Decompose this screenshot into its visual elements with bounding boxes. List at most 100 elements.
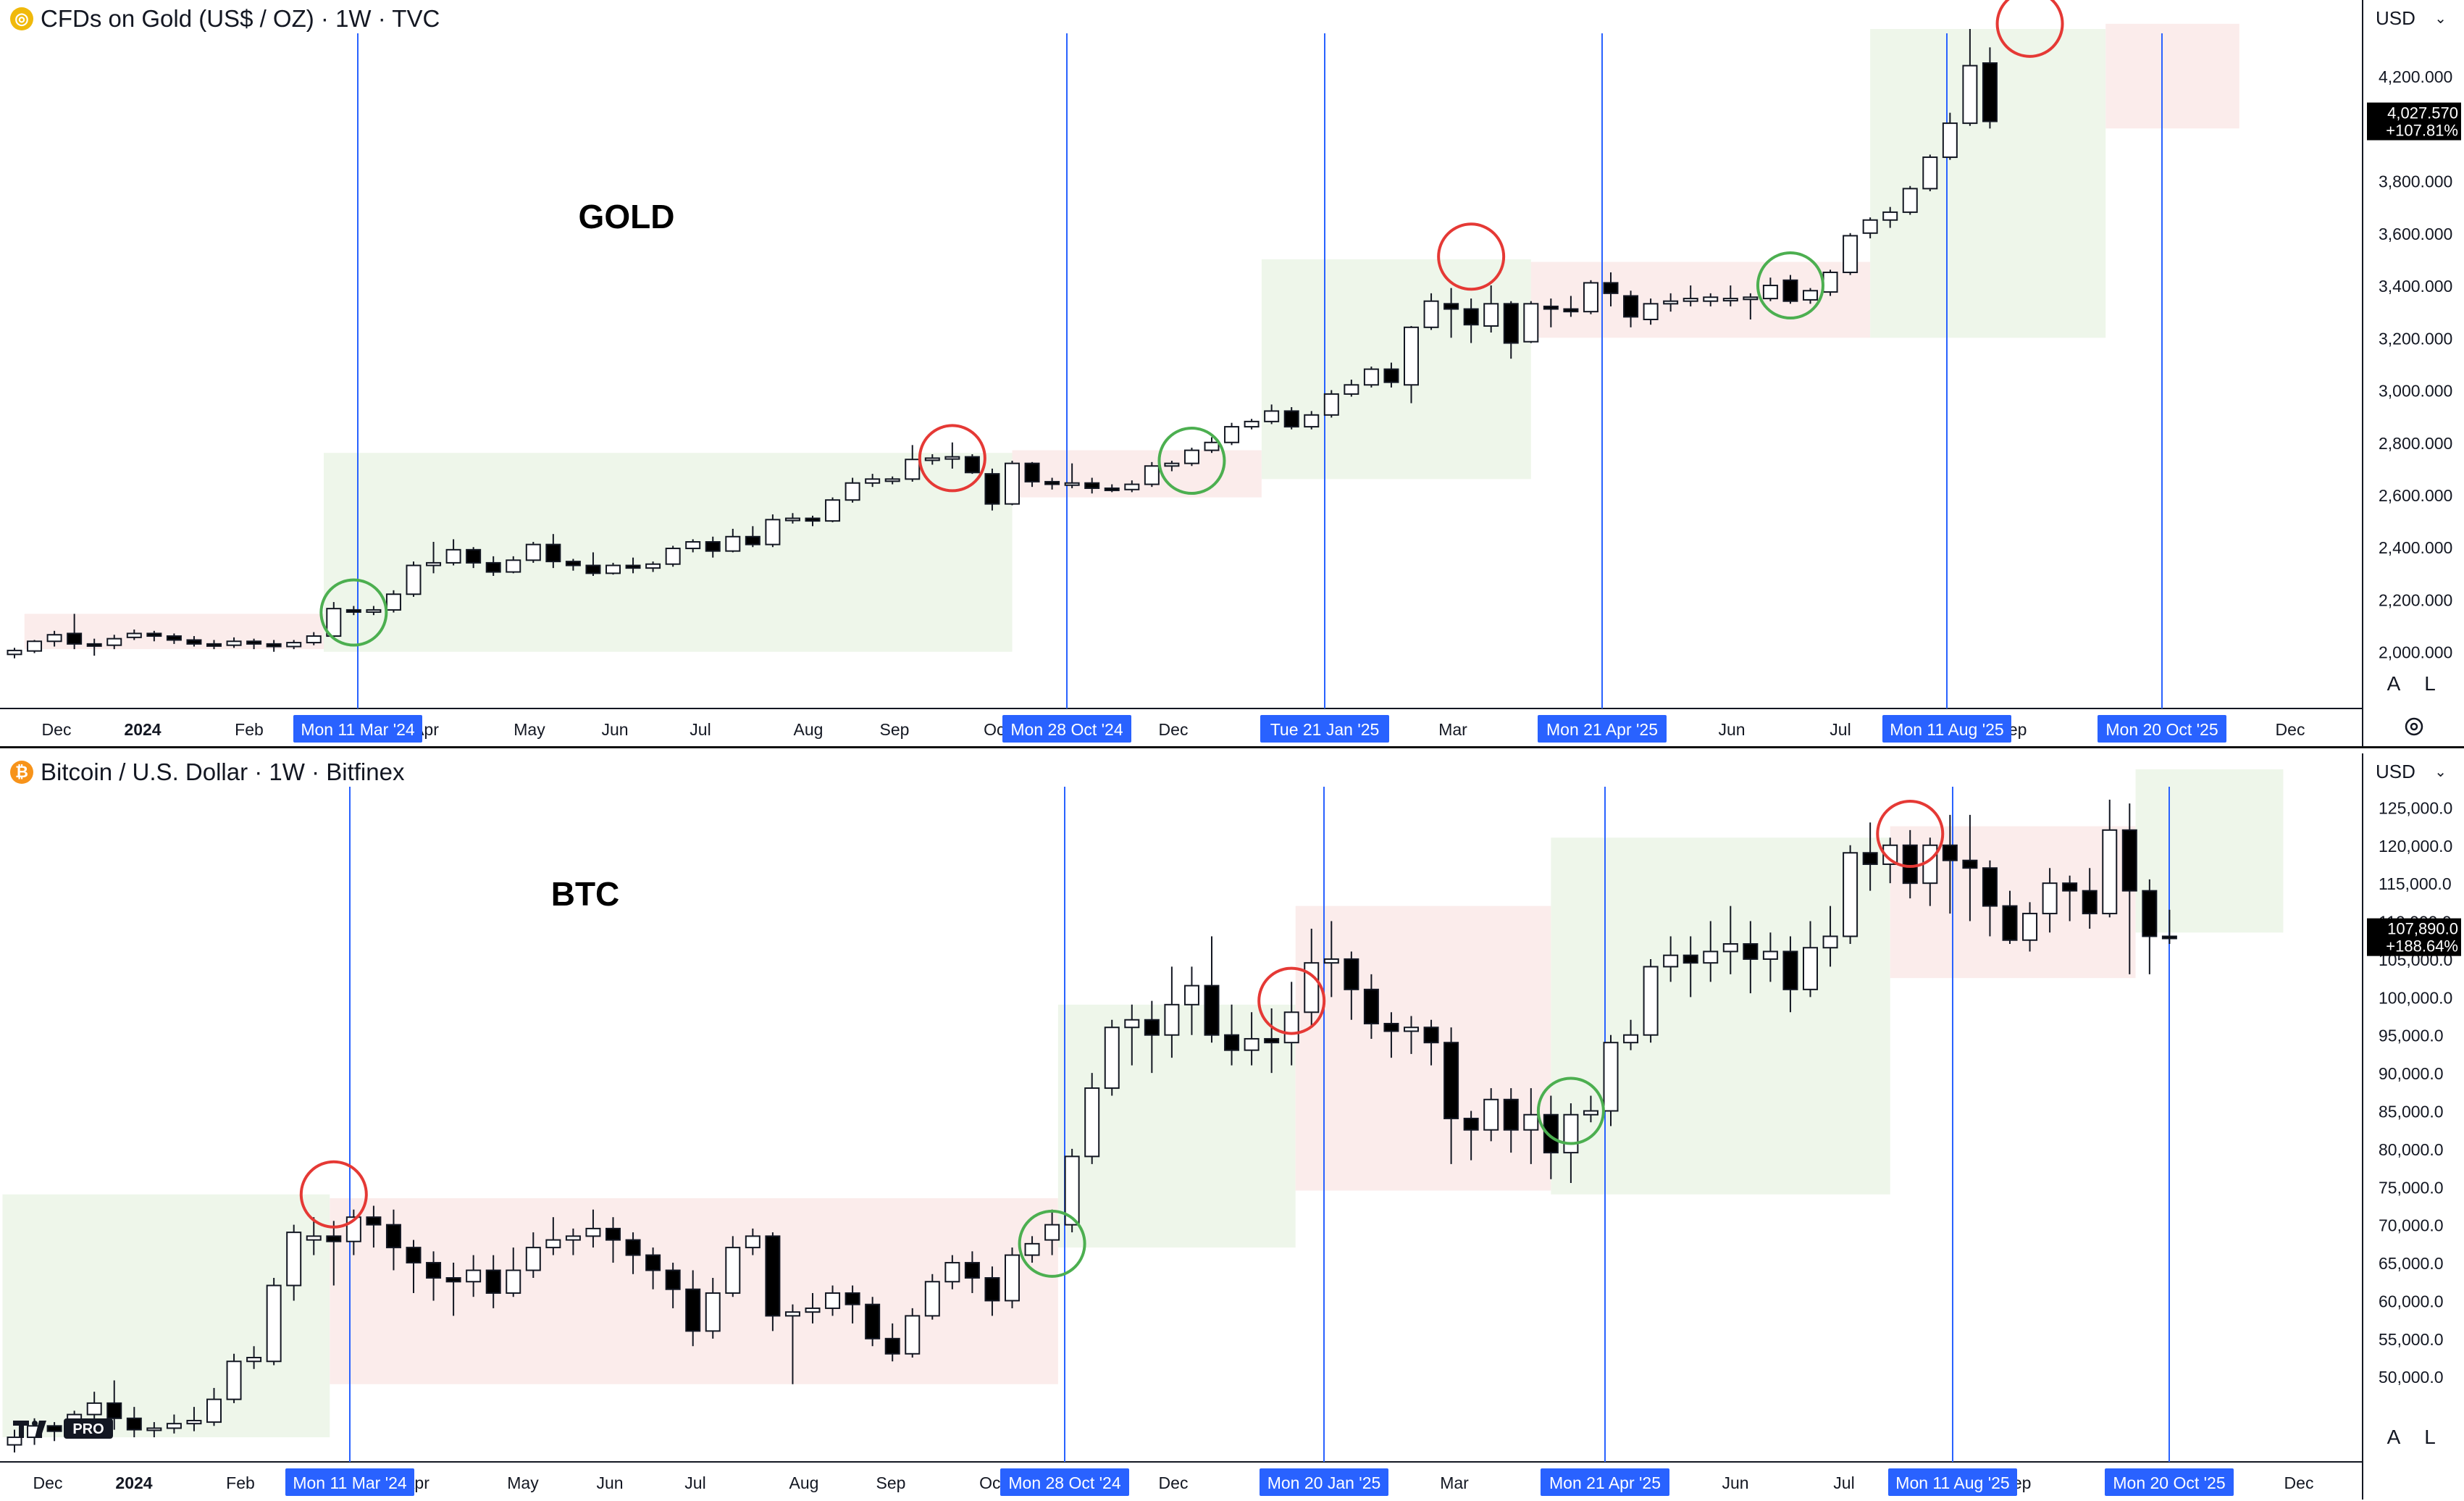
green-highlight-circle[interactable] [1018, 1209, 1086, 1278]
candle[interactable] [1982, 860, 1998, 937]
candle[interactable] [1104, 1019, 1120, 1096]
gold-candlestick-chart[interactable]: GOLD 2,000.000 2,200.000 2,400.000 2,600.000… [0, 0, 2464, 746]
candle[interactable] [506, 1247, 521, 1297]
candle[interactable] [27, 640, 43, 653]
candle[interactable] [2022, 902, 2038, 952]
date-marker-badge[interactable] [1882, 715, 2011, 743]
green-zone[interactable] [2135, 769, 2284, 933]
candle[interactable] [1323, 921, 1339, 998]
candle[interactable] [2142, 879, 2158, 974]
candle[interactable] [565, 559, 581, 571]
candle[interactable] [685, 1270, 701, 1347]
candle[interactable] [884, 1323, 900, 1362]
candle[interactable] [445, 539, 461, 566]
candle[interactable] [1244, 419, 1260, 430]
candle[interactable] [884, 476, 900, 485]
candle[interactable] [1124, 1004, 1140, 1066]
candle[interactable] [1463, 298, 1479, 343]
green-highlight-circle[interactable] [1536, 1076, 1605, 1145]
candle[interactable] [1703, 921, 1719, 982]
candle[interactable] [625, 1232, 641, 1274]
candle[interactable] [326, 602, 342, 637]
candle[interactable] [685, 539, 701, 553]
candle[interactable] [1204, 936, 1220, 1043]
candle[interactable] [1902, 185, 1918, 215]
candle[interactable] [166, 633, 182, 644]
candle[interactable] [385, 590, 401, 613]
candle[interactable] [345, 606, 361, 616]
candle[interactable] [1204, 437, 1220, 453]
candle[interactable] [1164, 966, 1180, 1058]
candle[interactable] [805, 515, 821, 527]
candle[interactable] [705, 536, 721, 558]
candle[interactable] [1344, 380, 1359, 397]
candle[interactable] [585, 1209, 601, 1248]
candle[interactable] [186, 636, 202, 647]
candle[interactable] [605, 562, 621, 575]
candle[interactable] [605, 1217, 621, 1263]
candle[interactable] [266, 1278, 282, 1366]
auto-scale-button[interactable]: A [2387, 1426, 2401, 1448]
candle[interactable] [426, 1251, 442, 1301]
candle[interactable] [1743, 293, 1759, 319]
candle[interactable] [1005, 1247, 1020, 1308]
candle[interactable] [266, 640, 282, 652]
candle[interactable] [1623, 290, 1639, 327]
date-marker-badge[interactable] [1888, 1468, 2017, 1496]
candle[interactable] [1843, 233, 1859, 275]
candle[interactable] [1902, 829, 1918, 899]
candle[interactable] [1523, 1088, 1539, 1164]
candle[interactable] [1363, 974, 1379, 1039]
candle[interactable] [1005, 461, 1020, 506]
red-highlight-circle[interactable] [1995, 0, 2064, 58]
candle[interactable] [1982, 47, 1998, 129]
date-marker-badge[interactable] [1260, 715, 1389, 743]
candle[interactable] [1283, 406, 1299, 430]
candle[interactable] [1822, 269, 1838, 296]
candle[interactable] [485, 1255, 501, 1308]
candle[interactable] [1104, 484, 1120, 493]
candle[interactable] [466, 1255, 482, 1297]
green-zone[interactable] [1551, 837, 1890, 1195]
log-scale-button[interactable]: L [2424, 1426, 2436, 1448]
candle[interactable] [1423, 293, 1439, 330]
red-zone[interactable] [1295, 906, 1551, 1191]
red-highlight-circle[interactable] [299, 1160, 368, 1229]
candle[interactable] [226, 637, 242, 648]
candle[interactable] [1304, 929, 1320, 1028]
date-marker-badge[interactable] [2105, 1468, 2234, 1496]
candle[interactable] [1443, 1027, 1459, 1164]
candle[interactable] [206, 1387, 222, 1426]
candle[interactable] [665, 1263, 681, 1308]
candle[interactable] [525, 1232, 541, 1279]
candle[interactable] [2062, 875, 2078, 921]
candle[interactable] [366, 606, 382, 616]
candle[interactable] [2082, 868, 2098, 929]
candle[interactable] [1024, 461, 1040, 488]
candle[interactable] [1264, 404, 1280, 425]
candle[interactable] [865, 474, 881, 488]
red-highlight-circle[interactable] [1257, 966, 1326, 1035]
btc-chart-panel[interactable]: ₿ Bitcoin / U.S. Dollar · 1W · Bitfinex … [0, 753, 2464, 1501]
candle[interactable] [1363, 367, 1379, 388]
candle[interactable] [964, 454, 980, 474]
candle[interactable] [7, 648, 22, 658]
candle[interactable] [825, 497, 841, 522]
candle[interactable] [1283, 982, 1299, 1066]
candle[interactable] [1603, 1034, 1619, 1126]
candle[interactable] [106, 1380, 122, 1430]
candle[interactable] [964, 1251, 980, 1293]
gold-chart-panel[interactable]: ◎ CFDs on Gold (US$ / OZ) · 1W · TVC USD… [0, 0, 2464, 746]
date-marker-badge[interactable] [1002, 715, 1131, 743]
candle[interactable] [1264, 1008, 1280, 1074]
candle[interactable] [1224, 1004, 1240, 1066]
candle[interactable] [1044, 477, 1060, 490]
candle[interactable] [1084, 1073, 1100, 1164]
candle[interactable] [67, 614, 83, 650]
candle[interactable] [1344, 951, 1359, 1020]
candle[interactable] [1683, 285, 1698, 306]
candle[interactable] [1643, 958, 1659, 1043]
candle[interactable] [1483, 285, 1499, 333]
candle[interactable] [1563, 296, 1579, 317]
candle[interactable] [506, 556, 521, 574]
